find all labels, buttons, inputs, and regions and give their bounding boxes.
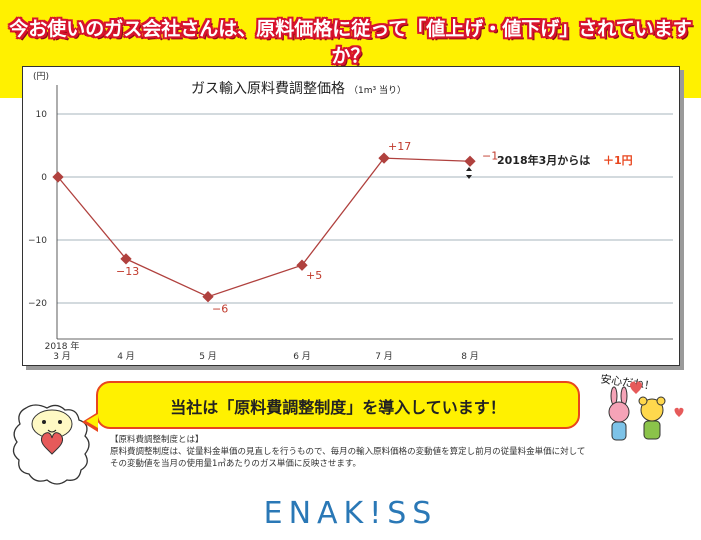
callout-text: 当社は「原料費調整制度」を導入しています！ [170, 398, 506, 417]
y-tick-label: −10 [28, 236, 47, 246]
info-block: 【原料費調整制度とは】 原料費調整制度は、従量料金単価の見直しを行うもので、毎月… [110, 434, 670, 470]
x-tick-label: 7 月 [375, 351, 393, 362]
x-tick-label: 8 月 [461, 351, 479, 362]
data-point [296, 259, 308, 271]
info-heading: 【原料費調整制度とは】 [110, 435, 204, 445]
data-label: +5 [306, 269, 322, 282]
headline: 今お使いのガス会社さんは、原料価格に従って「値上げ・値下げ」されていますか？ [9, 18, 692, 67]
annotation-highlight: ＋1円 [603, 154, 633, 167]
y-axis-unit: (円) [33, 71, 49, 82]
x-tick-label: 5 月 [199, 351, 217, 362]
chart-panel: ガス輸入原料費調整価格 （1m³ 当り） (円) 10 0 −10 −20 −13 −6… [22, 66, 680, 366]
data-label: −13 [116, 265, 139, 278]
info-body-2: その変動値を当月の使用量1㎥あたりのガス単価に反映させます。 [110, 459, 362, 469]
data-point [464, 155, 476, 167]
info-body: 原料費調整制度は、従量料金単価の見直しを行うもので、毎月の輸入原料価格の変動値を… [110, 447, 586, 457]
x-tick-label: 3 月 [53, 351, 71, 362]
x-tick-label: 4 月 [117, 351, 135, 362]
y-tick-label: 0 [41, 173, 47, 183]
annotation: 2018年3月からは ＋1円 [466, 153, 633, 179]
y-tick-label: 10 [36, 110, 48, 120]
up-down-arrow-icon [466, 167, 472, 179]
data-point [378, 152, 390, 164]
x-tick-label: 6 月 [293, 351, 311, 362]
chart-subtitle: （1m³ 当り） [349, 84, 406, 96]
callout-tail-inner [86, 414, 98, 428]
brand-logo: ENAK!SS [263, 496, 438, 531]
rabbit-bear-characters-icon: 安心だね！ [600, 374, 684, 441]
data-point [202, 291, 214, 303]
series-line [57, 157, 471, 298]
x-tick-label: 2018 年 [45, 340, 80, 352]
y-tick-label: −20 [28, 299, 47, 309]
line-chart: ガス輸入原料費調整価格 （1m³ 当り） (円) 10 0 −10 −20 −13 −6… [28, 71, 673, 362]
annotation-text: 2018年3月からは [497, 153, 590, 167]
sheep-mascot-icon [12, 404, 90, 485]
data-label: −1 [482, 149, 498, 162]
characters-speech: 安心だね！ [600, 374, 656, 393]
data-label: +17 [388, 140, 411, 153]
data-label: −6 [212, 303, 228, 316]
callout-box: 当社は「原料費調整制度」を導入しています！ [96, 381, 580, 429]
chart-title: ガス輸入原料費調整価格 [191, 81, 345, 97]
